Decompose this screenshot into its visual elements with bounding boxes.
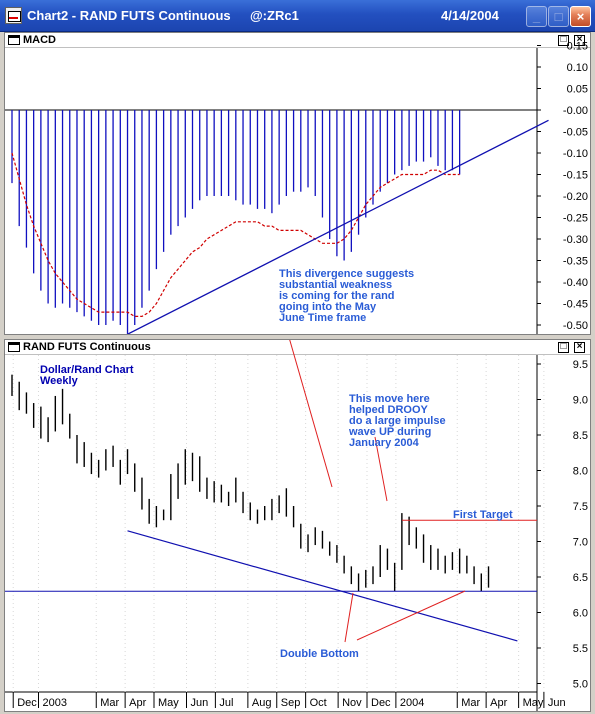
- window-symbol: @:ZRc1: [250, 8, 299, 23]
- macd-pane-close-button[interactable]: ×: [574, 35, 585, 46]
- double-bottom-label: Double Bottom: [280, 648, 359, 660]
- price-y-tick-label: 7.5: [573, 501, 588, 513]
- price-y-tick-label: 8.5: [573, 430, 588, 442]
- macd-y-tick-label: -0.40: [563, 277, 588, 289]
- divergence-pointer-line: [289, 340, 333, 488]
- window-title: Chart2 - RAND FUTS Continuous: [27, 8, 231, 23]
- chart-window-body: MACD □ × 0.15 0.10 0.05 -0.00 -0.05 -0.10 -0.1…: [0, 32, 595, 714]
- macd-annotation-line: June Time frame: [279, 312, 366, 324]
- macd-pane-header: MACD □ ×: [5, 33, 590, 48]
- price-y-tick-label: 7.0: [573, 537, 588, 549]
- double-bottom-pointer-2: [356, 590, 466, 641]
- price-x-tick-label: Aug: [252, 697, 272, 709]
- pane-window-icon: [8, 342, 20, 352]
- macd-y-tick-label: -0.10: [563, 148, 588, 160]
- jan-move-pointer-line: [374, 436, 388, 502]
- price-y-tick-label: 8.0: [573, 466, 588, 478]
- price-x-tick-label: Jun: [548, 697, 566, 709]
- price-y-tick-label: 9.0: [573, 395, 588, 407]
- first-target-label: First Target: [453, 509, 513, 521]
- macd-y-tick-label: -0.20: [563, 191, 588, 203]
- macd-y-tick-label: -0.05: [563, 127, 588, 139]
- macd-annotation-line: substantial weakness: [279, 279, 392, 291]
- maximize-button[interactable]: □: [548, 6, 569, 27]
- price-x-tick-label: 2004: [400, 697, 424, 709]
- macd-annotation-line: This divergence suggests: [279, 268, 414, 280]
- macd-annotation-line: going into the May: [279, 301, 377, 313]
- jan-annotation-line: wave UP during: [348, 426, 431, 438]
- macd-y-tick-label: -0.35: [563, 256, 588, 268]
- macd-signal-line: [11, 152, 460, 317]
- price-pane-title: RAND FUTS Continuous: [23, 341, 151, 353]
- price-y-tick-label: 5.5: [573, 643, 588, 655]
- price-y-tick-label: 6.0: [573, 608, 588, 620]
- window-date: 4/14/2004: [441, 8, 499, 23]
- price-y-tick-label: 6.5: [573, 572, 588, 584]
- macd-pane-title: MACD: [23, 34, 56, 46]
- price-x-tick-label: Oct: [310, 697, 327, 709]
- chart-window-icon: [5, 7, 22, 24]
- macd-divergence-trendline: [126, 119, 549, 334]
- price-x-tick-label: Apr: [129, 697, 146, 709]
- price-pane-close-button[interactable]: ×: [574, 342, 585, 353]
- double-bottom-pointer-1: [344, 592, 354, 643]
- jan-annotation-line: January 2004: [349, 437, 420, 449]
- price-x-tick-label: Jul: [219, 697, 233, 709]
- price-chart-label-line: Weekly: [40, 375, 79, 387]
- price-x-tick-label: May: [523, 697, 544, 709]
- macd-y-tick-label: 0.15: [567, 41, 588, 53]
- window-titlebar[interactable]: Chart2 - RAND FUTS Continuous @:ZRc1 4/1…: [0, 0, 595, 32]
- macd-y-tick-label: -0.45: [563, 299, 588, 311]
- macd-annotation-line: is coming for the rand: [279, 290, 395, 302]
- macd-y-tick-label: -0.30: [563, 234, 588, 246]
- macd-y-tick-label: 0.05: [567, 84, 588, 96]
- price-x-tick-label: Jun: [191, 697, 209, 709]
- minimize-button[interactable]: _: [526, 6, 547, 27]
- price-chart-label-line: Dollar/Rand Chart: [40, 364, 134, 376]
- jan-annotation-line: do a large impulse: [349, 415, 446, 427]
- macd-pane[interactable]: MACD □ × 0.15 0.10 0.05 -0.00 -0.05 -0.10 -0.1…: [4, 32, 591, 335]
- price-x-tick-label: May: [158, 697, 179, 709]
- macd-pane-restore-button[interactable]: □: [558, 35, 569, 46]
- price-x-tick-label: Dec: [371, 697, 391, 709]
- price-x-tick-label: Apr: [490, 697, 507, 709]
- close-button[interactable]: ×: [570, 6, 591, 27]
- price-pane[interactable]: RAND FUTS Continuous □ × 9.5 9.0 8.5 8.0 7.5…: [4, 339, 591, 712]
- price-x-tick-label: Sep: [281, 697, 301, 709]
- price-x-tick-label: 2003: [42, 697, 66, 709]
- price-y-tick-label: 5.0: [573, 679, 588, 691]
- macd-chart: 0.15 0.10 0.05 -0.00 -0.05 -0.10 -0.15 -0.20 -0.…: [5, 41, 588, 334]
- pane-window-icon: [8, 35, 20, 45]
- macd-y-tick-label: -0.25: [563, 213, 588, 225]
- macd-y-tick-label: -0.50: [563, 320, 588, 332]
- price-chart: 9.5 9.0 8.5 8.0 7.5 7.0 6.5 6.0 5.5 5.0 Dec 2003 Mar…: [5, 340, 588, 711]
- macd-y-tick-label: -0.15: [563, 170, 588, 182]
- jan-annotation-line: This move here: [349, 393, 430, 405]
- price-x-tick-label: Dec: [17, 697, 37, 709]
- price-pane-header: RAND FUTS Continuous □ ×: [5, 340, 590, 355]
- price-x-tick-label: Nov: [342, 697, 362, 709]
- price-x-tick-label: Mar: [100, 697, 119, 709]
- macd-y-tick-label: -0.00: [563, 105, 588, 117]
- descending-support-trendline: [127, 530, 518, 642]
- price-pane-restore-button[interactable]: □: [558, 342, 569, 353]
- jan-annotation-line: helped DROOY: [349, 404, 429, 416]
- price-y-tick-label: 9.5: [573, 359, 588, 371]
- price-x-tick-label: Mar: [461, 697, 480, 709]
- macd-y-tick-label: 0.10: [567, 62, 588, 74]
